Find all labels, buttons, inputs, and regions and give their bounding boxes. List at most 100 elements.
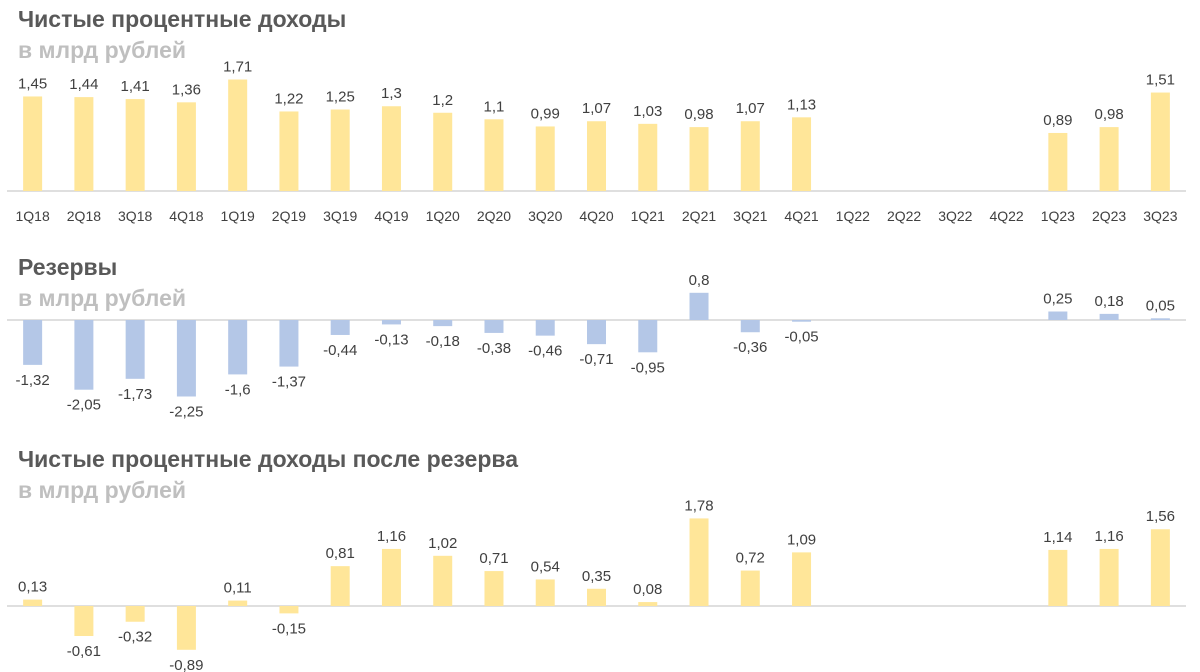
chart-3-data-label: 1,16 <box>377 528 406 545</box>
chart-2-data-label: 0,25 <box>1043 291 1072 308</box>
chart-1-tick-label: 1Q19 <box>221 208 255 224</box>
chart-1-tick-label: 2Q22 <box>887 208 921 224</box>
chart-1-data-label: 0,98 <box>684 106 713 123</box>
chart-1-tick-label: 2Q20 <box>477 208 511 224</box>
chart-2-bar <box>74 320 94 390</box>
chart-1-tick-label: 2Q18 <box>67 208 101 224</box>
chart-2-bar <box>23 320 43 365</box>
chart-2-bar <box>228 320 248 375</box>
chart-2-bar <box>330 320 350 335</box>
chart-2-title: Резервы <box>18 254 118 280</box>
chart-1-tick-label: 3Q19 <box>323 208 357 224</box>
chart-3-bar <box>740 570 760 606</box>
chart-1-bar <box>587 121 606 191</box>
chart-2-bar <box>740 320 760 333</box>
chart-1-bar <box>689 127 709 191</box>
chart-3-bar <box>1048 549 1068 606</box>
chart-1-tick-label: 4Q19 <box>374 208 408 224</box>
chart-1-data-label: 1,45 <box>18 75 47 92</box>
chart-1-data-label: 1,22 <box>274 90 303 107</box>
chart-2-bar <box>587 320 606 345</box>
chart-1-tick-label: 2Q23 <box>1092 208 1126 224</box>
chart-1-tick-label: 3Q18 <box>118 208 152 224</box>
chart-1-tick-label: 2Q21 <box>682 208 716 224</box>
chart-3-bar <box>125 606 145 622</box>
chart-3-bar <box>330 566 350 606</box>
chart-3-bar <box>23 599 43 606</box>
chart-2-bar <box>279 320 299 367</box>
chart-1-bar <box>484 119 504 191</box>
chart-1-tick-label: 1Q21 <box>631 208 665 224</box>
chart-2-data-label: -0,71 <box>579 351 613 368</box>
chart-1-data-label: 1,25 <box>326 89 355 106</box>
chart-1-bar <box>1099 127 1119 191</box>
chart-2-data-label: -0,36 <box>733 339 767 356</box>
chart-1-subtitle: в млрд рублей <box>18 37 187 63</box>
chart-2-bar <box>1099 313 1119 320</box>
chart-3-data-label: 1,02 <box>428 535 457 552</box>
chart-1-bar <box>792 117 812 191</box>
chart-2-data-label: -1,32 <box>16 372 50 389</box>
chart-1-bar <box>433 112 453 191</box>
chart-1-bar <box>1150 92 1170 191</box>
chart-3-data-label: 1,09 <box>787 531 816 548</box>
chart-1-tick-label: 3Q22 <box>938 208 972 224</box>
chart-2-data-label: -0,13 <box>374 331 408 348</box>
chart-3-data-label: -0,89 <box>169 657 203 672</box>
chart-1-bar <box>330 109 350 191</box>
chart-2-data-label: -1,73 <box>118 386 152 403</box>
chart-1-tick-label: 4Q21 <box>784 208 818 224</box>
chart-3-bar <box>381 548 401 606</box>
chart-1-data-label: 1,03 <box>633 103 662 120</box>
chart-1-bar <box>23 96 43 191</box>
chart-2-bar <box>125 320 145 379</box>
chart-1-bar <box>125 99 145 191</box>
chart-1-tick-label: 1Q20 <box>426 208 460 224</box>
chart-2-bar <box>792 320 812 322</box>
chart-1-data-label: 1,36 <box>172 81 201 98</box>
chart-3-bar <box>587 588 606 606</box>
chart-1-bar <box>638 123 658 191</box>
chart-3-bar <box>279 606 299 614</box>
chart-2-data-label: -1,6 <box>225 381 251 398</box>
chart-1-tick-label: 3Q21 <box>733 208 767 224</box>
chart-1-bar <box>740 121 760 191</box>
chart-2-data-label: -1,37 <box>272 374 306 391</box>
chart-1-data-label: 1,44 <box>69 76 98 93</box>
chart-3-data-label: -0,61 <box>67 643 101 660</box>
chart-2-bar <box>1150 318 1170 320</box>
chart-2-data-label: 0,05 <box>1146 297 1175 314</box>
chart-1-tick-label: 4Q22 <box>989 208 1023 224</box>
chart-3-bar <box>74 606 94 637</box>
chart-1-data-label: 1,41 <box>121 78 150 95</box>
chart-3-subtitle: в млрд рублей <box>18 477 187 503</box>
chart-3-data-label: 0,54 <box>531 558 560 575</box>
chart-1-tick-label: 1Q23 <box>1041 208 1075 224</box>
chart-1-tick-label: 3Q23 <box>1143 208 1177 224</box>
chart-2-data-label: -2,05 <box>67 397 101 414</box>
chart-2-bar <box>689 292 709 320</box>
chart-1-data-label: 1,13 <box>787 96 816 113</box>
chart-3-data-label: 1,56 <box>1146 508 1175 525</box>
chart-3-data-label: 0,11 <box>224 580 252 597</box>
chart-2-bar <box>484 320 504 333</box>
chart-1-data-label: 1,1 <box>484 98 505 115</box>
chart-2-data-label: -0,95 <box>631 359 665 376</box>
chart-1-data-label: 1,71 <box>223 59 252 76</box>
chart-3-data-label: 1,16 <box>1095 528 1124 545</box>
chart-3-data-label: 0,72 <box>736 550 765 567</box>
chart-1-data-label: 0,89 <box>1043 112 1072 129</box>
chart-3-data-label: 1,78 <box>684 497 713 514</box>
chart-3-title: Чистые процентные доходы после резерва <box>18 446 519 472</box>
chart-2-bar <box>433 320 453 327</box>
chart-3-bar <box>433 555 453 606</box>
chart-1-data-label: 1,07 <box>736 100 765 117</box>
chart-2-data-label: -0,46 <box>528 343 562 360</box>
chart-3-bar <box>1150 529 1170 606</box>
chart-1-data-label: 1,3 <box>381 85 402 102</box>
chart-2-data-label: 0,18 <box>1095 293 1124 310</box>
chart-2-subtitle: в млрд рублей <box>18 285 187 311</box>
chart-2-data-label: -0,44 <box>323 342 357 359</box>
chart-1-tick-label: 3Q20 <box>528 208 562 224</box>
